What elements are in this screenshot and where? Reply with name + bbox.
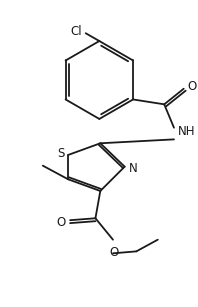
- Text: N: N: [129, 162, 137, 175]
- Text: S: S: [57, 146, 64, 160]
- Text: O: O: [188, 80, 197, 93]
- Text: Cl: Cl: [70, 25, 82, 38]
- Text: O: O: [56, 216, 65, 229]
- Text: O: O: [109, 246, 119, 258]
- Text: NH: NH: [178, 125, 195, 138]
